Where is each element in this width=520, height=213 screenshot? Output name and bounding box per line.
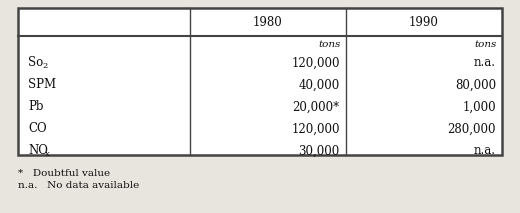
Text: 40,000: 40,000 [298, 79, 340, 92]
Text: So: So [28, 56, 43, 69]
Text: n.a.: n.a. [474, 144, 496, 157]
Text: NO: NO [28, 144, 48, 157]
Text: Pb: Pb [28, 101, 44, 114]
Text: 1,000: 1,000 [462, 101, 496, 114]
Text: 80,000: 80,000 [455, 79, 496, 92]
Text: *   Doubtful value: * Doubtful value [18, 169, 110, 178]
Text: 30,000: 30,000 [298, 144, 340, 157]
Text: CO: CO [28, 122, 47, 135]
Text: 280,000: 280,000 [448, 122, 496, 135]
Text: 120,000: 120,000 [291, 56, 340, 69]
Text: 20,000*: 20,000* [293, 101, 340, 114]
Text: n.a.   No data available: n.a. No data available [18, 181, 139, 190]
Text: 120,000: 120,000 [291, 122, 340, 135]
Text: x: x [45, 151, 50, 158]
Text: SPM: SPM [28, 79, 56, 92]
Text: tons: tons [318, 40, 341, 49]
Bar [18, 8, 502, 155]
Text: n.a.: n.a. [474, 56, 496, 69]
Bar [18, 8, 502, 155]
Text: 1980: 1980 [253, 16, 282, 29]
Text: tons: tons [475, 40, 497, 49]
Text: 2: 2 [42, 62, 47, 71]
Text: 1990: 1990 [409, 16, 439, 29]
